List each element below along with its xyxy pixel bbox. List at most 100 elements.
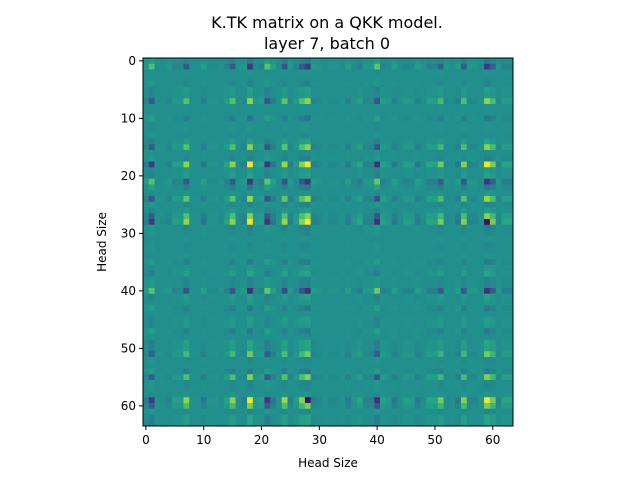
heatmap-cell [432, 115, 439, 122]
heatmap-cell [351, 259, 358, 266]
heatmap-cell [258, 397, 265, 404]
heatmap-cell [449, 385, 456, 392]
heatmap-cell [426, 184, 433, 191]
heatmap-cell [270, 328, 277, 335]
heatmap-cell [414, 276, 421, 283]
heatmap-cell [478, 161, 485, 168]
heatmap-cell [264, 138, 271, 145]
heatmap-cell [345, 224, 352, 231]
heatmap-cell [345, 362, 352, 369]
heatmap-cell [478, 311, 485, 318]
heatmap-cell [356, 403, 364, 410]
heatmap-cell [380, 322, 387, 329]
heatmap-cell [171, 75, 179, 82]
heatmap-cell [183, 259, 190, 266]
heatmap-cell [403, 247, 410, 254]
heatmap-cell [328, 127, 335, 134]
heatmap-cell [166, 328, 173, 335]
heatmap-cell [281, 69, 288, 76]
heatmap-cell [397, 288, 404, 295]
heatmap-cell [200, 150, 207, 157]
heatmap-cell [443, 224, 450, 231]
heatmap-cell [247, 219, 254, 226]
heatmap-cell [270, 374, 277, 381]
heatmap-cell [241, 362, 248, 369]
heatmap-cell [501, 150, 508, 157]
heatmap-cell [380, 98, 387, 105]
heatmap-cell [235, 420, 242, 427]
heatmap-cell [258, 63, 265, 70]
heatmap-cell [408, 138, 416, 145]
heatmap-cell [426, 299, 433, 306]
heatmap-cell [281, 184, 288, 191]
heatmap-cell [287, 150, 294, 157]
heatmap-cell [368, 150, 375, 157]
heatmap-cell [235, 167, 242, 174]
heatmap-cell [223, 293, 231, 300]
heatmap-cell [322, 403, 329, 410]
heatmap-cell [212, 69, 219, 76]
heatmap-cell [218, 201, 225, 208]
heatmap-cell [501, 58, 508, 65]
heatmap-cell [293, 339, 300, 346]
heatmap-cell [478, 351, 485, 358]
heatmap-cell [148, 368, 155, 375]
heatmap-cell [397, 201, 404, 208]
heatmap-cell [339, 144, 346, 151]
heatmap-cell [206, 69, 213, 76]
heatmap-cell [328, 414, 335, 421]
heatmap-cell [328, 86, 335, 93]
heatmap-cell [403, 345, 410, 352]
heatmap-cell [270, 132, 277, 139]
heatmap-cell [397, 403, 404, 410]
heatmap-cell [241, 121, 248, 128]
heatmap-cell [293, 322, 300, 329]
heatmap-cell [189, 316, 196, 323]
heatmap-cell [212, 288, 219, 295]
heatmap-cell [328, 299, 335, 306]
heatmap-cell [322, 316, 329, 323]
heatmap-cell [333, 109, 340, 116]
heatmap-cell [264, 408, 271, 415]
heatmap-cell [154, 368, 161, 375]
heatmap-cell [495, 282, 502, 289]
heatmap-cell [403, 190, 410, 197]
heatmap-cell [420, 138, 427, 145]
heatmap-cell [351, 328, 358, 335]
heatmap-cell [356, 236, 364, 243]
heatmap-cell [241, 155, 248, 162]
heatmap-cell [223, 311, 231, 318]
heatmap-cell [484, 403, 491, 410]
heatmap-cell [362, 339, 369, 346]
heatmap-cell [368, 196, 375, 203]
heatmap-cell [437, 362, 445, 369]
heatmap-cell [212, 81, 219, 88]
heatmap-cell [206, 104, 213, 111]
heatmap-cell [466, 316, 473, 323]
heatmap-cell [264, 259, 271, 266]
heatmap-cell [195, 322, 202, 329]
heatmap-cell [154, 305, 161, 312]
heatmap-cell [235, 196, 242, 203]
heatmap-cell [501, 132, 508, 139]
heatmap-cell [414, 213, 421, 220]
heatmap-cell [258, 75, 265, 82]
heatmap-cell [293, 242, 300, 249]
heatmap-cell [380, 374, 387, 381]
heatmap-cell [258, 161, 265, 168]
heatmap-cell [287, 104, 294, 111]
heatmap-cell [466, 345, 473, 352]
heatmap-cell [310, 207, 317, 214]
heatmap-cell [385, 75, 392, 82]
heatmap-cell [391, 328, 398, 335]
heatmap-cell [322, 253, 329, 260]
heatmap-cell [362, 127, 369, 134]
heatmap-cell [484, 224, 491, 231]
heatmap-cell [183, 247, 190, 254]
heatmap-cell [258, 299, 265, 306]
heatmap-cell [322, 276, 329, 283]
heatmap-cell [160, 351, 167, 358]
heatmap-cell [171, 184, 179, 191]
heatmap-cell [356, 167, 364, 174]
heatmap-cell [247, 368, 254, 375]
